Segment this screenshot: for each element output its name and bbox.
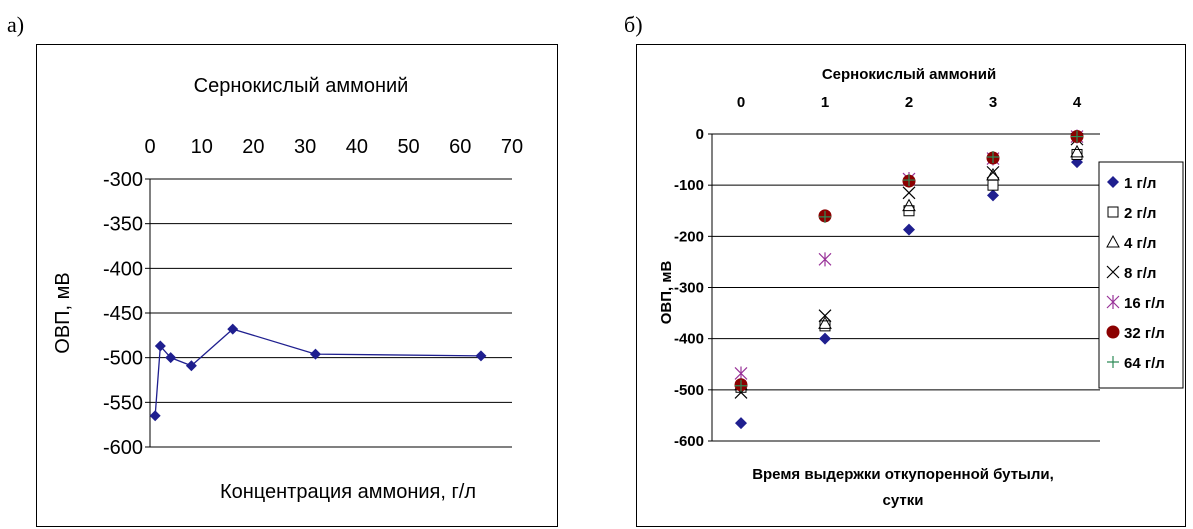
y-axis-label: ОВП, мВ [52,272,74,353]
y-tick-label: -400 [674,331,704,348]
data-point [903,223,915,236]
data-point [987,151,999,164]
x-tick-label: 0 [144,136,155,158]
data-point [1071,148,1083,160]
y-tick-label: -100 [674,177,704,194]
panel-label-a: а) [7,12,25,37]
x-tick-label: 2 [905,94,913,111]
x-axis-label-line2: сутки [883,492,924,509]
y-tick-label: -500 [674,382,704,399]
y-tick-label: -550 [103,392,143,414]
chart-title: Сернокислый аммоний [194,75,409,97]
x-tick-label: 20 [242,136,264,158]
data-point [818,252,832,267]
data-point [735,417,747,430]
legend-label: 16 г/л [1124,295,1165,312]
legend-marker [1106,325,1120,339]
legend-box [1098,161,1184,389]
x-tick-label: 30 [294,136,316,158]
y-tick-label: -600 [674,433,704,450]
legend-label: 32 г/л [1124,325,1165,342]
y-tick-label: -300 [674,280,704,297]
data-point [987,189,999,202]
data-point [818,316,832,329]
legend-marker [1106,234,1120,248]
x-tick-label: 4 [1073,94,1082,111]
chart-a: Сернокислый аммоний 0 10 20 30 40 50 60 70 -300 -3… [52,75,523,503]
x-tick-label: 0 [737,94,745,111]
chart-a-frame [36,44,558,527]
panel-label-b: б) [624,12,643,37]
chart-title: Сернокислый аммоний [822,66,996,83]
data-point [987,179,999,191]
data-point [819,320,831,332]
data-point [475,350,487,362]
data-point [819,332,831,345]
y-tick-label: -200 [674,228,704,245]
data-point [902,186,916,200]
y-axis-label: ОВП, мВ [658,261,675,325]
data-point [165,352,177,364]
x-tick-label: 3 [989,94,997,111]
data-point [818,309,832,323]
y-tick-label: -350 [103,214,143,236]
legend-label: 4 г/л [1124,235,1156,252]
legend-marker [1107,356,1119,368]
x-tick-label: 1 [821,94,829,111]
legend-marker [1107,206,1119,218]
y-tick-label: -450 [103,303,143,325]
data-point [185,360,197,372]
x-axis-label-line1: Время выдержки откупоренной бутыли, [752,466,1054,483]
x-tick-label: 60 [449,136,471,158]
data-point [1071,130,1083,143]
data-point [154,340,166,352]
x-tick-label: 40 [346,136,368,158]
y-tick-label: 0 [696,126,704,143]
data-point [734,366,748,381]
data-point [735,379,747,392]
legend-marker [1107,176,1119,188]
legend-label: 64 г/л [1124,355,1165,372]
legend-marker [1106,295,1120,309]
y-tick-label: -300 [103,169,143,191]
chart-b-frame [636,44,1186,527]
y-tick-label: -600 [103,437,143,459]
legend-marker [1106,265,1120,279]
data-point [227,323,239,335]
data-point [986,165,1000,179]
data-point [1070,144,1084,158]
y-tick-label: -500 [103,348,143,370]
data-point [309,348,321,360]
data-point [986,167,1000,181]
data-point [902,198,916,212]
data-point [819,210,831,223]
legend-label: 2 г/л [1124,205,1156,222]
legend-label: 1 г/л [1124,175,1156,192]
x-tick-label: 50 [397,136,419,158]
x-tick-label: 70 [501,136,523,158]
x-axis-label: Концентрация аммония, г/л [220,481,476,503]
data-point [149,410,161,422]
data-point [903,174,915,187]
x-tick-label: 10 [191,136,213,158]
y-tick-label: -400 [103,258,143,280]
legend-label: 8 г/л [1124,265,1156,282]
